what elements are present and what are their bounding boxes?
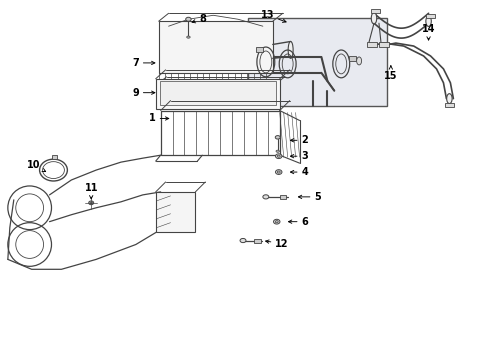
Text: 15: 15	[384, 66, 397, 81]
Ellipse shape	[88, 201, 94, 205]
Ellipse shape	[370, 13, 376, 24]
Bar	[445, 103, 453, 107]
Bar	[161, 111, 279, 155]
Text: 8: 8	[192, 14, 205, 24]
Text: 1: 1	[149, 113, 168, 123]
Ellipse shape	[273, 219, 280, 224]
Text: 4: 4	[290, 167, 307, 177]
Text: 2: 2	[290, 135, 307, 145]
Text: 3: 3	[290, 151, 307, 161]
Ellipse shape	[275, 170, 282, 175]
Bar	[51, 155, 57, 159]
Ellipse shape	[287, 41, 292, 58]
Text: 14: 14	[421, 24, 434, 40]
Text: 10: 10	[27, 160, 45, 172]
Bar	[425, 14, 434, 18]
Ellipse shape	[240, 238, 245, 243]
Ellipse shape	[425, 16, 430, 26]
Ellipse shape	[186, 36, 190, 38]
Ellipse shape	[277, 171, 280, 173]
Text: 9: 9	[132, 88, 155, 98]
Ellipse shape	[356, 57, 361, 65]
Text: 6: 6	[288, 217, 307, 227]
Ellipse shape	[446, 94, 451, 104]
Ellipse shape	[185, 17, 191, 21]
Ellipse shape	[277, 155, 280, 157]
Bar	[255, 47, 263, 52]
Ellipse shape	[275, 154, 282, 158]
Text: 5: 5	[298, 192, 320, 202]
Ellipse shape	[275, 221, 278, 223]
Bar	[348, 56, 355, 61]
Text: 11: 11	[84, 183, 98, 199]
Bar	[279, 195, 285, 199]
Ellipse shape	[275, 150, 279, 152]
Ellipse shape	[90, 202, 92, 204]
Ellipse shape	[263, 195, 268, 199]
Bar	[156, 79, 274, 85]
Ellipse shape	[275, 136, 280, 139]
Bar	[155, 192, 195, 231]
Text: 7: 7	[132, 58, 155, 68]
Text: 13: 13	[261, 10, 285, 22]
Bar	[158, 21, 272, 73]
Bar	[378, 42, 388, 47]
Bar	[247, 18, 386, 105]
Text: 12: 12	[265, 239, 288, 248]
Bar	[366, 42, 376, 47]
Bar	[253, 239, 260, 243]
Bar	[370, 9, 379, 13]
Bar	[160, 81, 275, 105]
Bar	[155, 79, 279, 109]
